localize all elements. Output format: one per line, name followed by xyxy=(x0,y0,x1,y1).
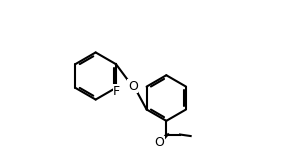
Text: O: O xyxy=(154,136,164,149)
Text: O: O xyxy=(128,79,138,93)
Text: F: F xyxy=(113,85,120,98)
